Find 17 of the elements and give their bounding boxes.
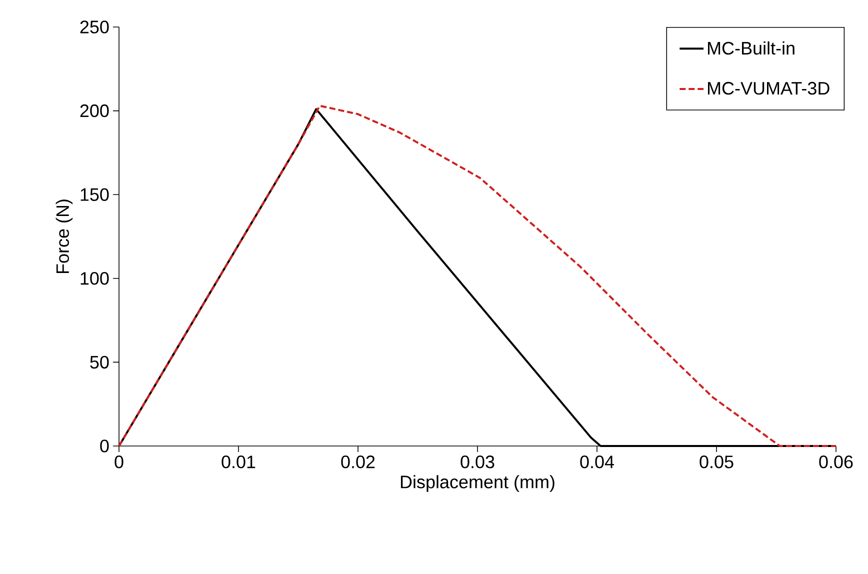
x-axis-title: Displacement (mm) [400, 475, 554, 492]
y-tick-label: 150 [80, 188, 109, 201]
legend-label: MC-VUMAT-3D [708, 82, 830, 95]
x-tick-label: 0.04 [580, 456, 614, 468]
y-tick-label: 100 [80, 272, 109, 285]
x-tick-label: 0 [114, 456, 124, 468]
x-tick-label: 0.03 [460, 456, 494, 468]
y-tick-label: 0 [100, 440, 109, 452]
x-tick-label: 0.01 [222, 456, 256, 468]
y-tick-label: 200 [80, 104, 109, 118]
y-axis-title: Force (N) [56, 200, 73, 274]
y-tick-label: 50 [90, 356, 109, 369]
legend-label: MC-Built-in [708, 41, 794, 55]
y-tick-label: 250 [80, 20, 109, 34]
x-tick-label: 0.05 [700, 456, 734, 468]
x-tick-label: 0.02 [341, 456, 375, 468]
x-tick-label: 0.06 [819, 456, 853, 468]
